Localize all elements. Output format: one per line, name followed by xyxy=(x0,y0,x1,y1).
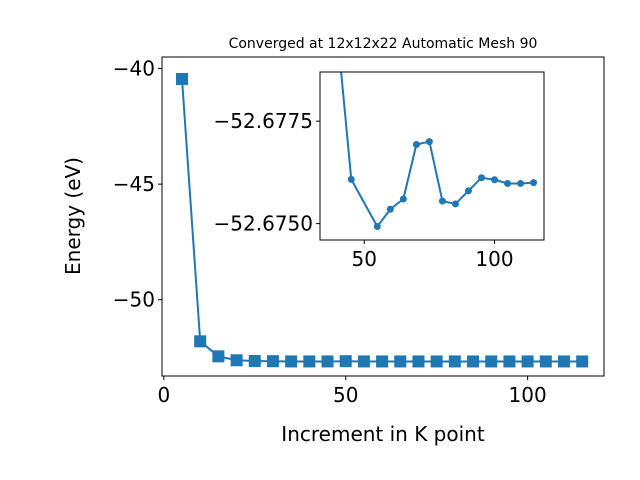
main-series-point-2 xyxy=(212,350,225,363)
x-axis-label: Increment in K point xyxy=(281,422,485,446)
main-series-point-21 xyxy=(557,355,570,368)
inset-xticks-label-0: 50 xyxy=(352,247,377,271)
main-series-point-0 xyxy=(176,72,189,85)
main-series-point-6 xyxy=(285,355,298,368)
inset-series-point-6 xyxy=(425,138,433,146)
inset-yticks-label-0: −52.6775 xyxy=(214,109,313,133)
inset-yticks-label-1: −52.6750 xyxy=(214,212,313,236)
inset-axes-frame xyxy=(319,71,545,241)
main-series-point-22 xyxy=(576,355,589,368)
main-series-point-4 xyxy=(248,354,261,367)
inset-series-point-8 xyxy=(451,200,459,208)
inset-series-point-4 xyxy=(399,195,407,203)
inset-series-point-2 xyxy=(373,222,381,230)
inset-series xyxy=(340,72,538,230)
y-axis-label: Energy (eV) xyxy=(61,157,85,275)
main-series-point-8 xyxy=(321,355,334,368)
main-series-point-5 xyxy=(266,355,279,368)
inset-plot: 50 100 −52.6775 −52.6750 xyxy=(214,71,545,271)
main-series-point-13 xyxy=(412,355,425,368)
inset-series-point-11 xyxy=(491,176,499,184)
inset-series-point-7 xyxy=(438,197,446,205)
main-series-point-11 xyxy=(376,355,389,368)
main-series-point-7 xyxy=(303,355,316,368)
inset-yticks: −52.6775 −52.6750 xyxy=(214,109,320,236)
inset-series-clipped xyxy=(340,72,538,230)
main-series-point-19 xyxy=(521,355,534,368)
inset-series-point-13 xyxy=(517,179,525,187)
main-yticks-label-0: −40 xyxy=(113,57,155,81)
inset-series-point-12 xyxy=(504,179,512,187)
main-series-point-15 xyxy=(448,355,461,368)
inset-xticks-label-1: 100 xyxy=(475,247,513,271)
main-yticks: −40 −45 −50 xyxy=(113,57,162,312)
main-axes-frame xyxy=(161,56,605,377)
main-yticks-label-2: −50 xyxy=(113,288,155,312)
inset-series-point-3 xyxy=(386,205,394,213)
main-series-point-3 xyxy=(230,354,243,367)
main-xticks-label-0: 0 xyxy=(157,383,170,407)
main-series-point-12 xyxy=(394,355,407,368)
inset-series-point-14 xyxy=(530,179,538,187)
inset-series-point-1 xyxy=(347,175,355,183)
main-series-clipped xyxy=(176,72,589,368)
main-xticks-label-2: 100 xyxy=(509,383,547,407)
main-series-point-17 xyxy=(485,355,498,368)
chart-title: Converged at 12x12x22 Automatic Mesh 90 xyxy=(229,36,538,52)
main-xticks-label-1: 50 xyxy=(333,383,358,407)
main-plot: 0 50 100 −40 −45 −50 xyxy=(113,56,605,407)
inset-series-point-9 xyxy=(464,187,472,195)
main-xticks: 0 50 100 xyxy=(157,376,547,407)
main-series-point-1 xyxy=(194,335,207,348)
main-series-point-20 xyxy=(539,355,552,368)
main-series-point-9 xyxy=(339,355,352,368)
inset-xticks: 50 100 xyxy=(352,240,514,271)
inset-series-point-5 xyxy=(412,141,420,149)
main-series-point-14 xyxy=(430,355,443,368)
main-series-point-16 xyxy=(467,355,480,368)
main-series-point-18 xyxy=(503,355,516,368)
main-series xyxy=(176,72,589,368)
main-series-point-10 xyxy=(357,355,370,368)
inset-series-point-10 xyxy=(477,174,485,182)
main-yticks-label-1: −45 xyxy=(113,172,155,196)
